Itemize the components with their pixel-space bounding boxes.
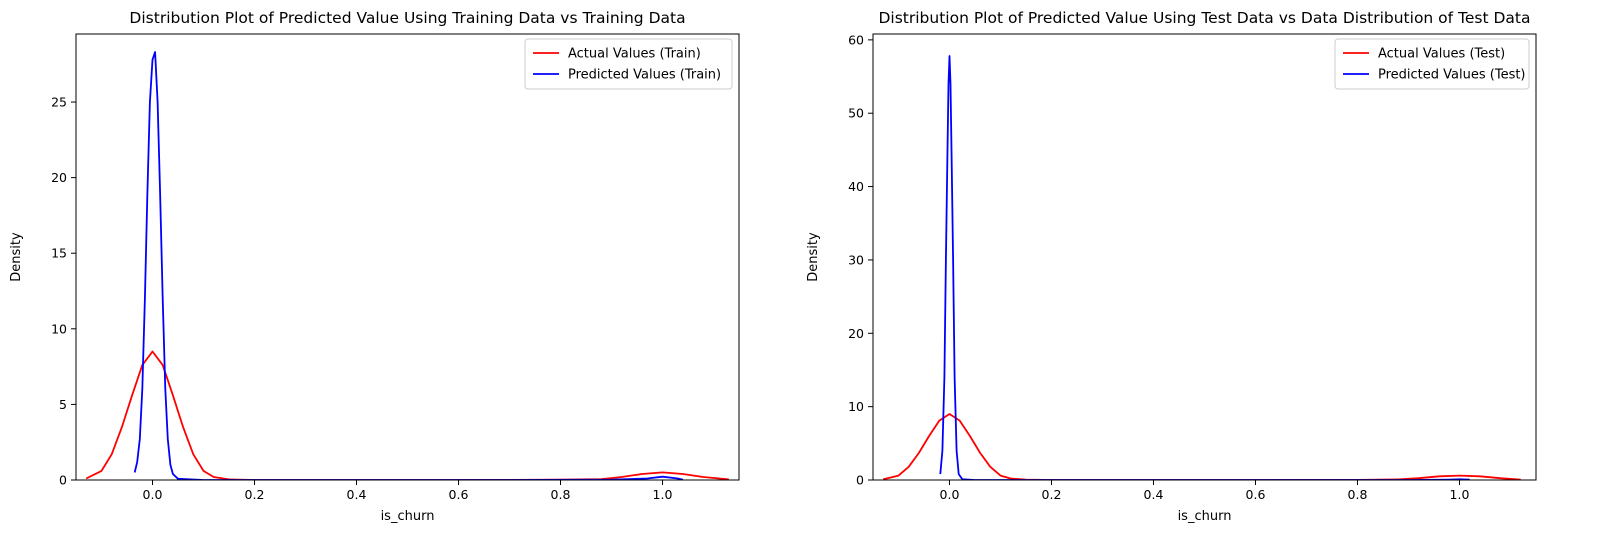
legend: Actual Values (Train) Predicted Values (T… — [524, 38, 733, 90]
y-tick-label: 10 — [848, 399, 864, 414]
x-tick-label: 0.0 — [143, 487, 163, 502]
x-tick-label: 0.2 — [1042, 487, 1062, 502]
x-tick-label: 1.0 — [1450, 487, 1470, 502]
plot-area — [882, 55, 1521, 480]
x-tick-label: 0.6 — [1246, 487, 1266, 502]
series-line-actual — [85, 350, 729, 480]
y-tick-label: 20 — [51, 170, 67, 185]
y-tick-label: 40 — [848, 179, 864, 194]
x-tick-label: 0.2 — [245, 487, 265, 502]
chart-title: Distribution Plot of Predicted Value Usi… — [878, 9, 1530, 27]
legend-label: Predicted Values (Train) — [568, 68, 721, 83]
y-tick-label: 10 — [51, 321, 67, 336]
y-tick-label: 0 — [59, 473, 67, 488]
x-axis-label: is_churn — [1178, 509, 1232, 524]
series-line-predicted — [939, 55, 1470, 480]
chart-train: Distribution Plot of Predicted Value Usi… — [9, 9, 740, 524]
x-tick-label: 0.4 — [1144, 487, 1164, 502]
legend-label: Predicted Values (Test) — [1378, 68, 1526, 83]
y-tick-label: 0 — [856, 473, 864, 488]
y-tick-label: 20 — [848, 326, 864, 341]
axes-frame — [872, 33, 1537, 481]
legend: Actual Values (Test) Predicted Values (Te… — [1334, 38, 1530, 90]
series-line-predicted — [133, 51, 684, 480]
y-tick-label: 25 — [51, 95, 67, 110]
x-tick-label: 1.0 — [653, 487, 673, 502]
plot-area — [85, 51, 729, 480]
x-tick-label: 0.0 — [940, 487, 960, 502]
legend-label: Actual Values (Train) — [568, 47, 701, 62]
x-tick-label: 0.6 — [449, 487, 469, 502]
x-tick-label: 0.4 — [347, 487, 367, 502]
y-axis-label: Density — [9, 232, 24, 282]
y-tick-label: 50 — [848, 106, 864, 121]
y-tick-label: 30 — [848, 252, 864, 267]
x-tick-label: 0.8 — [551, 487, 571, 502]
x-axis-label: is_churn — [381, 509, 435, 524]
y-tick-label: 5 — [59, 397, 67, 412]
y-tick-label: 15 — [51, 246, 67, 261]
x-tick-label: 0.8 — [1348, 487, 1368, 502]
legend-box — [1334, 38, 1530, 90]
axes-frame — [75, 33, 740, 481]
y-tick-label: 60 — [848, 32, 864, 47]
legend-box — [524, 38, 733, 90]
chart-title: Distribution Plot of Predicted Value Usi… — [129, 9, 685, 27]
chart-test: Distribution Plot of Predicted Value Usi… — [806, 9, 1537, 524]
legend-label: Actual Values (Test) — [1378, 47, 1505, 62]
y-axis-label: Density — [806, 232, 821, 282]
series-line-actual — [882, 413, 1521, 480]
